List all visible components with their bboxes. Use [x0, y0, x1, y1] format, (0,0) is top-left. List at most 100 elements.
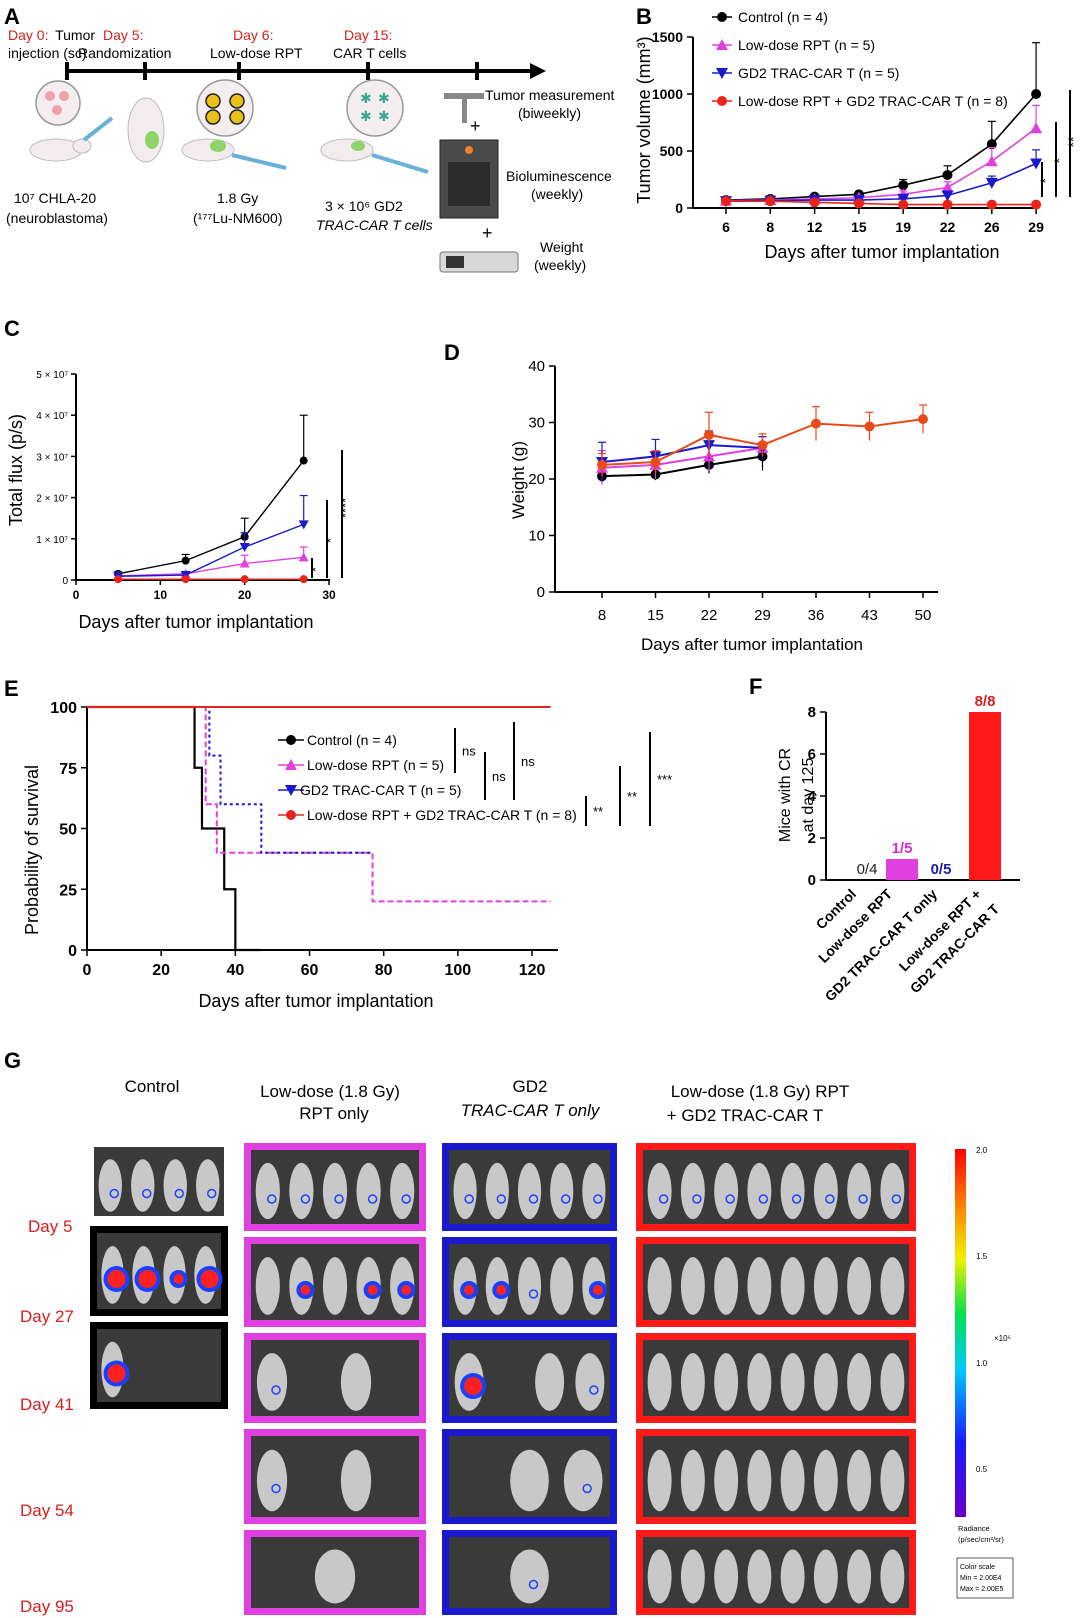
tumor-signal	[267, 1194, 277, 1204]
significance-label: **	[1065, 136, 1080, 147]
timeline-arrowhead	[530, 63, 546, 79]
mouse-silhouette	[647, 1549, 672, 1604]
x-tick-label: 8	[766, 219, 774, 235]
cart-cell-icon: ✱	[378, 108, 390, 124]
mouse-silhouette	[289, 1162, 314, 1220]
legend-label: Low-dose RPT (n = 5)	[307, 757, 444, 773]
series-line-2	[596, 430, 769, 482]
mouse-silhouette	[680, 1549, 705, 1604]
combo-day41	[636, 1333, 916, 1423]
data-point	[864, 421, 875, 432]
radiance-color-bar	[955, 1149, 966, 1517]
data-point	[716, 39, 728, 50]
tumor-signal	[142, 1188, 152, 1199]
tumor-signal	[300, 1194, 311, 1204]
legend-label: Control (n = 4)	[738, 9, 828, 25]
y-tick-label: 4	[808, 788, 817, 805]
cart-cell-icon: ✱	[360, 90, 372, 106]
x-tick-label: 22	[701, 607, 718, 624]
imaging-grid	[90, 1143, 916, 1615]
column-header-lowdose-1: Low-dose (1.8 Gy)	[260, 1082, 400, 1101]
cart-dish-icon	[346, 79, 404, 137]
series-line-0	[114, 414, 308, 578]
panel-letter-f: F	[749, 674, 762, 699]
control-day41	[90, 1322, 228, 1409]
x-tick-label: 40	[226, 962, 244, 979]
x-tick-label: 26	[984, 219, 1000, 235]
x-tick-label: 6	[722, 219, 730, 235]
row-label-day54: Day 54	[20, 1501, 74, 1520]
panel-letter-e: E	[4, 676, 19, 701]
tumor-signal	[271, 1385, 281, 1395]
tumor-signal	[593, 1194, 603, 1204]
data-point	[286, 735, 296, 745]
mouse-silhouette	[314, 1549, 356, 1604]
mouse-silhouette	[880, 1353, 905, 1411]
data-point	[1030, 158, 1043, 170]
tumor-signal-core	[464, 1285, 475, 1295]
data-point	[721, 196, 731, 207]
x-tick-label: 19	[895, 219, 911, 235]
data-point	[181, 556, 190, 565]
y-tick-label: 40	[528, 358, 545, 375]
data-point	[299, 456, 308, 465]
cart-cell-icon: ✱	[378, 90, 390, 106]
survival-curve-1	[87, 706, 551, 903]
panel-a: A Day 0: Tumor injection (sc) Day 5: Ran…	[4, 4, 615, 273]
tumor-signal	[725, 1194, 735, 1204]
timeline-day6-text: Low-dose RPT	[210, 45, 303, 61]
scale-display-icon	[446, 256, 464, 268]
bioluminescence-label-1: Bioluminescence	[506, 168, 612, 184]
bar	[886, 859, 918, 880]
tumor-measurement-label-2: (biweekly)	[518, 105, 581, 121]
mouse-silhouette	[714, 1162, 739, 1220]
data-point	[1031, 199, 1042, 210]
bar-label: 0/5	[931, 861, 952, 878]
y-axis-title: Weight (g)	[509, 441, 528, 519]
x-tick-label: 29	[1028, 219, 1044, 235]
data-point	[285, 785, 297, 796]
y-tick-label: 0	[537, 584, 545, 601]
car-label-2: TRAC-CAR T cells	[316, 217, 433, 233]
data-point	[704, 429, 714, 440]
radiation-icon	[205, 93, 221, 109]
y-tick-label: 10	[528, 528, 545, 545]
column-header-combo-2: + GD2 TRAC-CAR T	[667, 1106, 824, 1125]
mouse-silhouette	[550, 1257, 574, 1315]
timeline-day15-day: Day 15:	[344, 27, 392, 43]
series-line	[726, 200, 1037, 206]
timeline-day5-day: Day 5:	[103, 27, 143, 43]
x-tick-label: 10	[154, 588, 168, 602]
mouse-silhouette	[575, 1353, 605, 1411]
tumor-signal	[692, 1194, 702, 1204]
data-point	[986, 199, 997, 210]
caliper-jaw-icon	[462, 99, 467, 123]
data-point	[717, 12, 727, 22]
data-point	[181, 575, 190, 584]
tumor-signal	[582, 1483, 592, 1494]
radiation-icon	[229, 93, 245, 109]
y-tick-label: 1 × 10⁷	[36, 535, 68, 546]
combo-day5	[636, 1143, 916, 1231]
y-axis-title: Tumor volume (mm³)	[634, 36, 654, 203]
row-label-day5: Day 5	[28, 1217, 72, 1236]
panel-d: D 0 10 20 30 40 8 15 22 29 36 43 50 Days after tumor…	[444, 340, 938, 654]
x-tick-label: 0	[83, 962, 92, 979]
tumor-signal	[496, 1194, 507, 1204]
tumor-signal-core	[367, 1285, 378, 1295]
mouse-silhouette	[813, 1449, 838, 1512]
y-tick-label: 0	[808, 872, 816, 889]
x-axis-title: Days after tumor implantation	[764, 242, 999, 262]
mouse-silhouette	[340, 1449, 372, 1512]
bar-label: 8/8	[975, 693, 996, 710]
mouse-silhouette	[517, 1162, 542, 1220]
mouse-silhouette	[582, 1162, 606, 1220]
scale-tick-0-5: 0.5	[976, 1465, 988, 1474]
data-point	[240, 575, 249, 584]
tumor-signal	[528, 1579, 539, 1590]
weight-label-2: (weekly)	[534, 257, 586, 273]
combo-day27	[636, 1237, 916, 1327]
mouse-silhouette	[485, 1162, 509, 1220]
mouse-silhouette	[714, 1353, 739, 1411]
series-line-3	[114, 575, 308, 584]
